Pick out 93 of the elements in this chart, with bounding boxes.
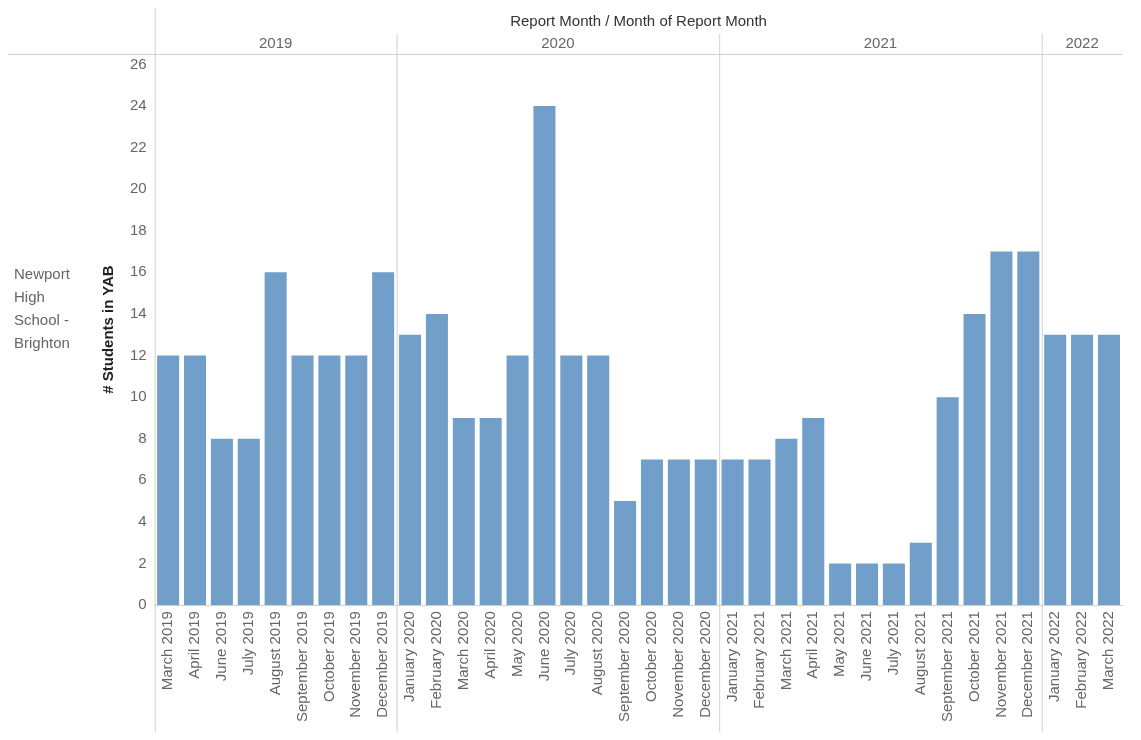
text: 2019 <box>258 34 293 52</box>
bar <box>291 355 314 606</box>
x-tick-label: July 2021 <box>884 611 902 676</box>
x-tick-label: June 2020 <box>534 611 552 682</box>
bar <box>990 251 1013 606</box>
x-tick-label: September 2019 <box>292 611 310 723</box>
x-tick-label: August 2019 <box>265 611 283 696</box>
bar <box>1017 251 1040 606</box>
y-tick-label: 26 <box>130 54 147 72</box>
x-tick-label: August 2020 <box>588 611 606 696</box>
x-tick-label: February 2022 <box>1072 611 1090 709</box>
y-tick-label: 16 <box>130 262 147 280</box>
bar <box>237 438 260 606</box>
bar <box>506 355 529 606</box>
x-tick-label: March 2020 <box>453 611 471 691</box>
x-tick-label: October 2021 <box>964 611 982 702</box>
y-tick-label: 18 <box>130 220 147 238</box>
y-tick-label: 12 <box>130 345 147 363</box>
bar <box>587 355 610 606</box>
text: 2021 <box>863 34 898 52</box>
x-tick-label: May 2020 <box>507 611 525 677</box>
x-tick-label: July 2019 <box>238 611 256 676</box>
bar <box>533 105 556 606</box>
text: 2020 <box>541 34 575 52</box>
x-tick-label: November 2021 <box>991 611 1009 718</box>
x-tick-label: November 2019 <box>346 611 364 718</box>
x-tick-label: April 2021 <box>803 611 821 679</box>
bar <box>640 459 663 606</box>
y-tick-label: 6 <box>138 470 147 488</box>
bar <box>157 355 180 606</box>
x-tick-label: September 2020 <box>615 611 633 723</box>
bar <box>425 313 448 606</box>
y-tick-label: 24 <box>130 96 147 114</box>
x-tick-label: April 2020 <box>480 611 498 679</box>
bar <box>1097 334 1120 606</box>
bar <box>614 501 637 606</box>
x-tick-label: November 2020 <box>669 611 686 718</box>
x-tick-label: March 2022 <box>1099 611 1117 691</box>
x-tick-label: December 2021 <box>1018 611 1036 718</box>
bar <box>748 459 771 606</box>
bar <box>721 459 744 606</box>
x-tick-label: July 2020 <box>561 611 579 676</box>
x-tick-label: June 2021 <box>857 611 875 682</box>
bar <box>1071 334 1094 606</box>
bar <box>560 355 583 606</box>
y-tick-label: 0 <box>138 595 147 613</box>
x-tick-label: February 2020 <box>427 611 445 709</box>
x-tick-label: December 2019 <box>373 611 391 718</box>
bar <box>936 397 959 606</box>
x-tick-label: October 2020 <box>642 611 660 702</box>
bar <box>183 355 207 606</box>
bar <box>963 313 986 606</box>
x-tick-label: June 2019 <box>212 611 230 682</box>
bar <box>345 355 368 606</box>
x-tick-label: December 2020 <box>695 611 713 718</box>
x-tick-label: January 2020 <box>400 611 418 702</box>
bar <box>210 438 233 606</box>
x-tick-label: October 2019 <box>319 611 337 702</box>
bar <box>264 272 287 606</box>
y-tick-label: 14 <box>130 304 147 322</box>
bar <box>829 563 852 606</box>
y-tick-label: 20 <box>130 179 147 197</box>
text: 2022 <box>1065 34 1099 52</box>
y-tick-label: 22 <box>130 137 147 155</box>
y-tick-label: 2 <box>138 553 147 571</box>
x-tick-label: March 2019 <box>158 611 176 691</box>
bar <box>667 459 690 606</box>
text: Newport High School - Brighton <box>14 265 71 352</box>
y-tick-label: 10 <box>130 387 147 405</box>
x-tick-label: January 2021 <box>722 611 740 702</box>
bar <box>1044 334 1067 606</box>
x-tick-label: April 2019 <box>185 611 203 679</box>
bar <box>318 355 341 606</box>
x-tick-label: March 2021 <box>776 611 794 691</box>
x-tick-label: January 2022 <box>1045 611 1063 702</box>
y-tick-label: 4 <box>138 512 147 530</box>
bar <box>856 563 879 606</box>
x-tick-label: August 2021 <box>910 611 928 696</box>
bar <box>479 417 502 606</box>
bar <box>452 417 475 606</box>
bar <box>694 459 717 606</box>
x-axis-title: Report Month / Month of Report Month <box>510 12 767 30</box>
y-axis-title: # Students in YAB <box>99 265 117 394</box>
x-tick-label: September 2021 <box>937 611 955 723</box>
bar <box>802 417 825 606</box>
bar <box>372 272 395 606</box>
bar <box>882 563 905 606</box>
bar <box>399 334 422 606</box>
bar <box>775 438 798 606</box>
y-tick-label: 8 <box>138 428 147 446</box>
bar <box>909 542 932 606</box>
x-tick-label: February 2021 <box>749 611 767 709</box>
x-tick-label: May 2021 <box>830 611 848 677</box>
